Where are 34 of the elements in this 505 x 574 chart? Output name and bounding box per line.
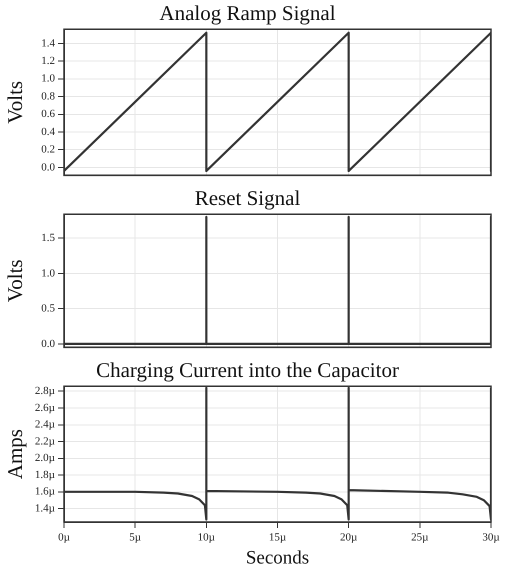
y-tick-label: 1.8µ (34, 468, 55, 481)
y-tick-label: 1.4µ (34, 502, 55, 514)
y-tick-label: 1.0 (41, 72, 56, 85)
x-tick-label: 15µ (268, 531, 286, 544)
y-tick-label: 1.2 (41, 54, 55, 67)
x-tick-label: 10µ (198, 531, 216, 544)
x-tick-label: 5µ (129, 531, 142, 544)
y-tick-label: 0.4 (41, 126, 56, 138)
y-tick-label: 0.5 (41, 302, 56, 315)
y-tick-label: 1.5 (41, 232, 56, 244)
y-tick-label: 2.8µ (34, 385, 55, 398)
y-tick-label: 0.2 (41, 144, 55, 156)
y-axis-title: Volts (3, 80, 28, 124)
x-tick-label: 20µ (340, 531, 358, 544)
x-tick-label: 25µ (411, 531, 429, 544)
chart-title: Charging Current into the Capacitor (96, 358, 399, 382)
y-tick-label: 0.8 (41, 90, 56, 102)
chart-title: Analog Ramp Signal (159, 1, 336, 26)
y-tick-label: 2.2µ (34, 435, 55, 448)
x-tick-label: 30µ (482, 531, 500, 544)
y-tick-label: 0.0 (41, 338, 56, 350)
y-tick-label: 2.6µ (34, 402, 55, 414)
x-axis-title: Seconds (246, 548, 310, 569)
y-tick-label: 0.0 (41, 161, 56, 174)
x-tick-label: 0µ (58, 531, 70, 544)
y-tick-label: 0.6 (41, 108, 56, 120)
y-tick-label: 1.0 (41, 267, 56, 280)
y-tick-label: 1.4 (41, 37, 56, 50)
chart-title: Reset Signal (194, 186, 300, 210)
y-axis-title: Amps (3, 429, 28, 480)
y-tick-label: 1.6µ (34, 486, 55, 498)
y-tick-label: 2.4µ (34, 418, 55, 431)
y-tick-label: 2.0µ (34, 452, 55, 464)
y-axis-title: Volts (3, 259, 28, 302)
